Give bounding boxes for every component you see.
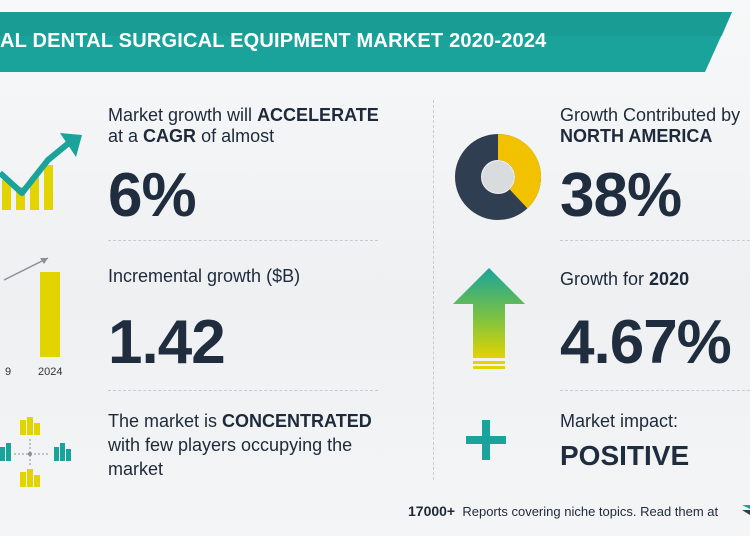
incremental-value: 1.42 [108, 308, 226, 377]
bar-compare-icon [3, 257, 60, 357]
column-divider [433, 100, 434, 480]
region-line1: Growth Contributed by [560, 105, 741, 125]
plus-icon [466, 420, 506, 460]
row-divider [108, 390, 378, 391]
footer-text: 17000+ Reports covering niche topics. Re… [408, 503, 719, 519]
impact-label: Market impact: [560, 411, 679, 431]
impact-value: POSITIVE [560, 440, 690, 471]
row-divider [560, 240, 750, 241]
up-arrow-icon [453, 268, 525, 369]
donut-chart-icon [455, 134, 541, 220]
bar-label-right: 2024 [38, 366, 63, 378]
growth-line2: at a CAGR of almost [108, 126, 275, 146]
yoy-value: 4.67% [560, 308, 732, 377]
region-value: 38% [560, 161, 682, 230]
row-divider [560, 390, 750, 391]
title-banner [0, 12, 732, 72]
concentration-line2: with few players occupying the [108, 435, 353, 455]
concentration-line3: market [108, 459, 164, 479]
trend-chart-icon [0, 133, 82, 210]
page-title: AL DENTAL SURGICAL EQUIPMENT MARKET 2020… [0, 30, 547, 52]
yoy-label: Growth for 2020 [560, 269, 690, 289]
bar-label-left: 9 [5, 366, 12, 378]
region-line2: NORTH AMERICA [560, 126, 713, 146]
incremental-label: Incremental growth ($B) [108, 266, 301, 286]
logo-fragment-icon [742, 505, 750, 515]
growth-line1: Market growth will ACCELERATE [108, 105, 379, 125]
concentration-line1: The market is CONCENTRATED [108, 411, 372, 431]
cagr-value: 6% [108, 161, 197, 230]
row-divider [108, 240, 378, 241]
concentration-icon [0, 417, 71, 487]
